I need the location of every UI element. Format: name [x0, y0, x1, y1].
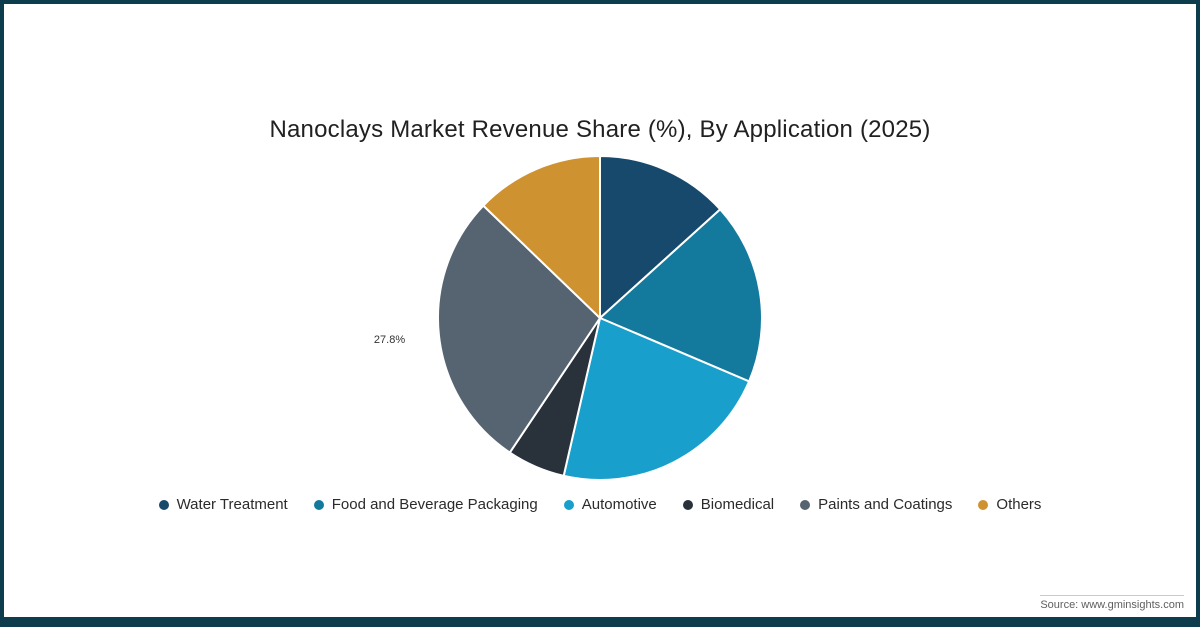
legend-label: Others	[996, 496, 1042, 513]
legend-item-automotive[interactable]: Automotive	[563, 496, 657, 513]
legend-item-water-treatment[interactable]: Water Treatment	[158, 496, 288, 513]
pie-chart: 27.8%	[374, 155, 763, 481]
legend-label: Automotive	[581, 496, 657, 513]
legend-marker-icon	[158, 499, 169, 510]
pie-slice-others[interactable]	[482, 155, 601, 319]
legend-marker-icon	[313, 499, 324, 510]
chart-title: Nanoclays Market Revenue Share (%), By A…	[269, 116, 931, 143]
legend-marker-icon	[682, 499, 693, 510]
legend-marker-icon	[978, 499, 989, 510]
legend-label: Paints and Coatings	[818, 496, 953, 513]
pie-slice-paints-and-coatings[interactable]	[437, 204, 601, 454]
pie-slice-automotive[interactable]	[562, 317, 751, 481]
source-text: Source: www.gminsights.com	[1040, 595, 1184, 611]
legend-item-paints-and-coatings[interactable]: Paints and Coatings	[800, 496, 952, 513]
legend-label: Food and Beverage Packaging	[331, 496, 538, 513]
legend-marker-icon	[800, 499, 811, 510]
slice-data-label-paints-and-coatings: 27.8%	[374, 334, 405, 346]
pie-slice-food-and-beverage-packaging[interactable]	[599, 208, 763, 383]
legend-item-biomedical[interactable]: Biomedical	[682, 496, 775, 513]
legend-item-others[interactable]: Others	[978, 496, 1041, 513]
legend-marker-icon	[563, 499, 574, 510]
legend-label: Water Treatment	[176, 496, 288, 513]
legend: Water Treatment Food and Beverage Packagi…	[4, 496, 1196, 513]
pie-slice-water-treatment[interactable]	[599, 155, 722, 319]
legend-item-food-and-beverage-packaging[interactable]: Food and Beverage Packaging	[313, 496, 538, 513]
legend-label: Biomedical	[700, 496, 775, 513]
